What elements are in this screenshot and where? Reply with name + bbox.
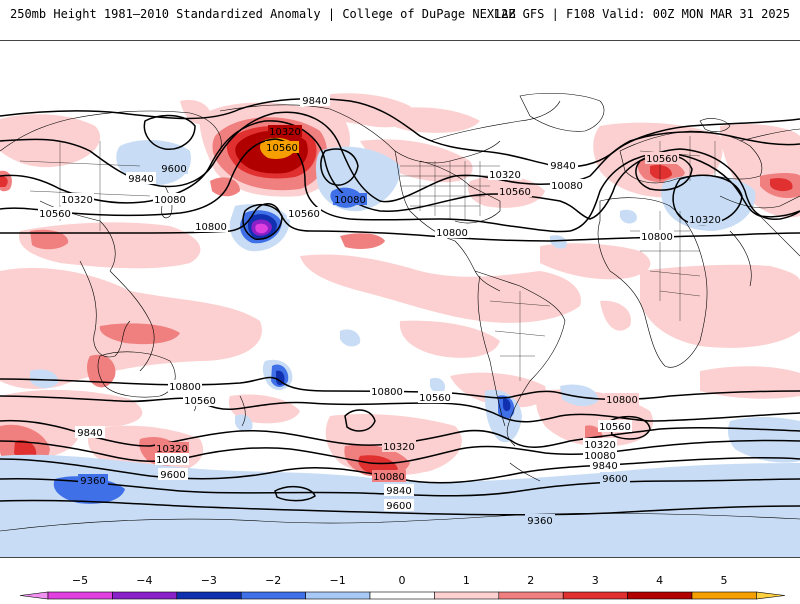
header: 250mb Height 1981–2010 Standardized Anom… [0, 0, 800, 40]
map-panel: 9840 10560 10320 9600 9840 10080 10320 1… [0, 40, 800, 558]
contour-label: 9840 [128, 174, 153, 185]
run-info: 12Z GFS | F108 Valid: 00Z MON MAR 31 202… [493, 7, 790, 21]
colorbar-segment [19, 591, 49, 600]
contour-label: 10080 [584, 451, 616, 462]
colorbar-segment [691, 591, 757, 600]
colorbar-legend: −5 −4 −3 −2 −1 0 1 2 3 4 5 [0, 568, 800, 600]
contour-label: 9360 [80, 476, 105, 487]
colorbar-tick-label: 4 [656, 574, 663, 587]
colorbar-segment [240, 591, 306, 600]
contour-label: 10800 [436, 228, 468, 239]
contour-label: 10320 [269, 127, 301, 138]
map-title: 250mb Height 1981–2010 Standardized Anom… [10, 7, 516, 21]
contour-labels: 9840 10560 10320 9600 9840 10080 10320 1… [38, 94, 722, 527]
colorbar-tick-label: 0 [399, 574, 406, 587]
contour-label: 9600 [386, 501, 411, 512]
contour-label: 10800 [169, 382, 201, 393]
colorbar-segment [305, 591, 371, 600]
colorbar-segment [627, 591, 693, 600]
colorbar-segment [434, 591, 500, 600]
height-contours [0, 97, 800, 516]
contour-label: 9600 [160, 470, 185, 481]
anomaly-map: 9840 10560 10320 9600 9840 10080 10320 1… [0, 81, 800, 557]
contour-label: 10560 [599, 422, 631, 433]
colorbar-segment [112, 591, 178, 600]
contour-label: 10080 [551, 181, 583, 192]
contour-label: 10320 [156, 444, 188, 455]
colorbar-tick-label: 2 [527, 574, 534, 587]
contour-label: 10320 [689, 215, 721, 226]
contour-label: 10800 [371, 387, 403, 398]
anomaly-negative-5 [255, 223, 268, 234]
colorbar-tick-label: −3 [201, 574, 217, 587]
contour-label: 10800 [641, 232, 673, 243]
colorbar-tick-label: −4 [136, 574, 152, 587]
contour-label: 10560 [39, 209, 71, 220]
colorbar-segment [498, 591, 564, 600]
colorbar-segment [562, 591, 628, 600]
contour-label: 10320 [489, 170, 521, 181]
coastlines [0, 92, 800, 532]
contour-label: 9600 [161, 164, 186, 175]
contour-label: 9840 [302, 96, 327, 107]
contour-label: 10800 [606, 395, 638, 406]
contour-label: 10080 [373, 472, 405, 483]
contour-label: 9840 [592, 461, 617, 472]
contour-label: 10080 [156, 455, 188, 466]
contour-label: 9840 [550, 161, 575, 172]
colorbar-tick-label: 1 [463, 574, 470, 587]
contour-label: 10560 [499, 187, 531, 198]
colorbar-tick-label: 5 [721, 574, 728, 587]
contour-label: 10320 [61, 195, 93, 206]
contour-label: 10560 [184, 396, 216, 407]
colorbar-segment [369, 591, 435, 600]
contour-label: 10800 [195, 222, 227, 233]
contour-label: 9840 [386, 486, 411, 497]
contour-label: 10080 [154, 195, 186, 206]
contour-label: 10320 [584, 440, 616, 451]
colorbar-tick-label: −2 [265, 574, 281, 587]
colorbar-tick-label: 3 [592, 574, 599, 587]
colorbar-tick-label: −1 [329, 574, 345, 587]
colorbar-segment [176, 591, 242, 600]
contour-label: 10080 [334, 195, 366, 206]
colorbar-segment [756, 591, 786, 600]
colorbar-svg: −5 −4 −3 −2 −1 0 1 2 3 4 5 [19, 574, 786, 600]
contour-label: 9840 [77, 428, 102, 439]
contour-label: 10560 [646, 154, 678, 165]
contour-label: 9360 [527, 516, 552, 527]
colorbar-segment [47, 591, 113, 600]
contour-label: 10560 [266, 143, 298, 154]
contour-label: 10560 [419, 393, 451, 404]
colorbar-tick-label: −5 [72, 574, 88, 587]
contour-label: 9600 [602, 474, 627, 485]
contour-label: 10560 [288, 209, 320, 220]
contour-label: 10320 [383, 442, 415, 453]
